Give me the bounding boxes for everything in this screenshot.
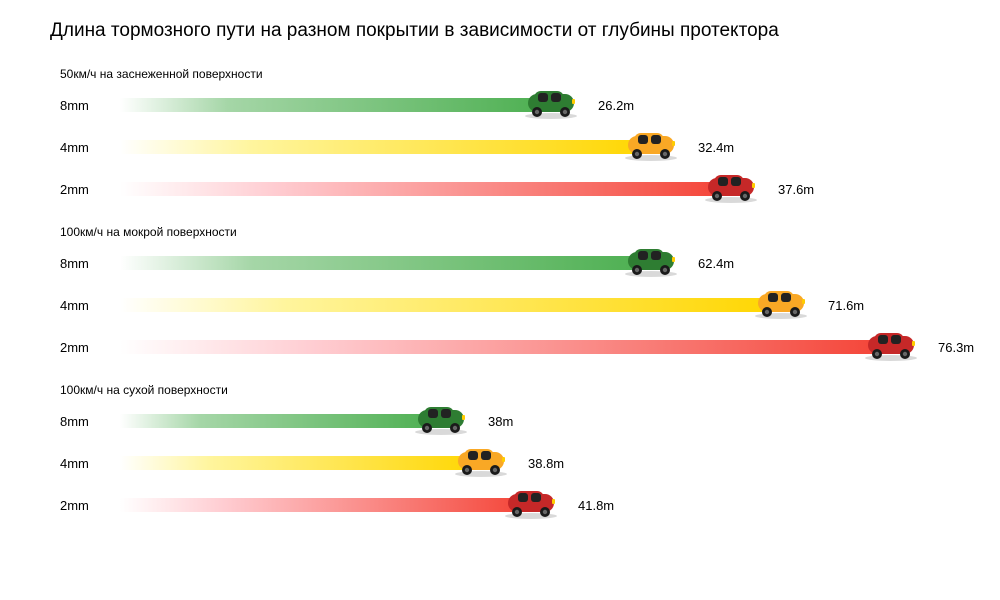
bar-container <box>120 414 440 428</box>
car-icon-wrapper <box>860 328 922 362</box>
car-icon <box>410 402 472 436</box>
car-icon <box>860 328 922 362</box>
car-icon <box>700 170 762 204</box>
bar-container <box>120 182 730 196</box>
group-title: 100км/ч на мокрой поверхности <box>60 225 970 239</box>
bar-container <box>120 456 480 470</box>
row-label: 8mm <box>60 414 120 429</box>
row-label: 4mm <box>60 456 120 471</box>
row-value: 37.6m <box>778 182 814 197</box>
chart-row: 8mm 62.4m <box>30 245 970 281</box>
row-value: 71.6m <box>828 298 864 313</box>
bar <box>120 498 530 512</box>
row-label: 2mm <box>60 182 120 197</box>
chart-group: 100км/ч на сухой поверхности 8mm 38m 4mm 3… <box>30 383 970 523</box>
group-title: 100км/ч на сухой поверхности <box>60 383 970 397</box>
car-icon-wrapper <box>410 402 472 436</box>
row-label: 4mm <box>60 298 120 313</box>
chart-row: 4mm 71.6m <box>30 287 970 323</box>
car-icon <box>450 444 512 478</box>
car-icon-wrapper <box>620 128 682 162</box>
car-icon <box>750 286 812 320</box>
bar-container <box>120 498 530 512</box>
chart-row: 2mm 41.8m <box>30 487 970 523</box>
row-value: 76.3m <box>938 340 974 355</box>
chart-title: Длина тормозного пути на разном покрытии… <box>50 20 970 42</box>
bar <box>120 298 780 312</box>
row-value: 62.4m <box>698 256 734 271</box>
row-value: 32.4m <box>698 140 734 155</box>
chart-row: 4mm 38.8m <box>30 445 970 481</box>
car-icon-wrapper <box>520 86 582 120</box>
bar <box>120 182 730 196</box>
group-title: 50км/ч на заснеженной поверхности <box>60 67 970 81</box>
chart-root: 50км/ч на заснеженной поверхности 8mm 26.… <box>30 67 970 523</box>
car-icon <box>520 86 582 120</box>
bar <box>120 256 650 270</box>
chart-row: 2mm 76.3m <box>30 329 970 365</box>
row-label: 4mm <box>60 140 120 155</box>
row-label: 8mm <box>60 98 120 113</box>
bar-container <box>120 256 650 270</box>
chart-row: 4mm 32.4m <box>30 129 970 165</box>
car-icon-wrapper <box>620 244 682 278</box>
bar-container <box>120 140 650 154</box>
car-icon <box>500 486 562 520</box>
car-icon <box>620 128 682 162</box>
row-value: 38m <box>488 414 513 429</box>
car-icon-wrapper <box>750 286 812 320</box>
row-value: 41.8m <box>578 498 614 513</box>
bar-container <box>120 340 890 354</box>
row-value: 26.2m <box>598 98 634 113</box>
row-label: 8mm <box>60 256 120 271</box>
chart-group: 100км/ч на мокрой поверхности 8mm 62.4m 4m… <box>30 225 970 365</box>
car-icon-wrapper <box>500 486 562 520</box>
chart-group: 50км/ч на заснеженной поверхности 8mm 26.… <box>30 67 970 207</box>
chart-row: 2mm 37.6m <box>30 171 970 207</box>
bar <box>120 414 440 428</box>
bar-container <box>120 98 550 112</box>
bar <box>120 140 650 154</box>
bar <box>120 340 890 354</box>
car-icon <box>620 244 682 278</box>
bar-container <box>120 298 780 312</box>
bar <box>120 98 550 112</box>
car-icon-wrapper <box>450 444 512 478</box>
row-label: 2mm <box>60 340 120 355</box>
bar <box>120 456 480 470</box>
row-label: 2mm <box>60 498 120 513</box>
chart-row: 8mm 38m <box>30 403 970 439</box>
row-value: 38.8m <box>528 456 564 471</box>
chart-row: 8mm 26.2m <box>30 87 970 123</box>
car-icon-wrapper <box>700 170 762 204</box>
